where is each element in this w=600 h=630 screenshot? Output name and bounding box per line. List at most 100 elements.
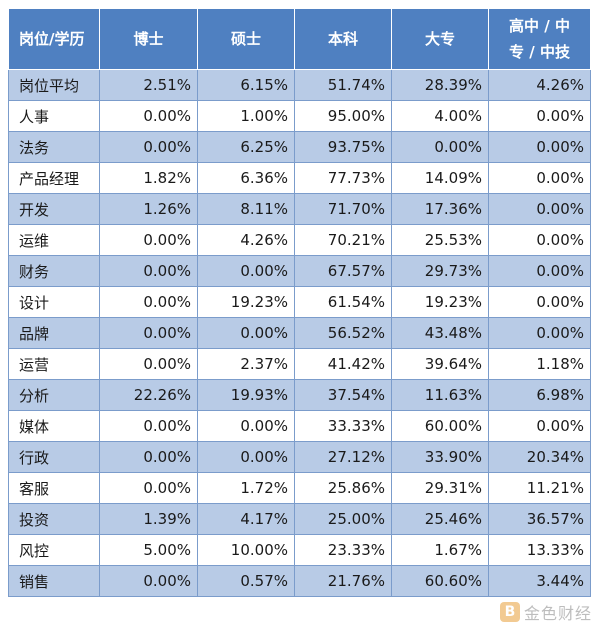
- value-cell: 4.26%: [488, 69, 591, 101]
- table-row: 风控 5.00% 10.00% 23.33% 1.67% 13.33%: [8, 534, 591, 566]
- table-row: 行政 0.00% 0.00% 27.12% 33.90% 20.34%: [8, 441, 591, 473]
- header-cell-college: 大专: [391, 8, 489, 70]
- header-cell-bachelor: 本科: [294, 8, 392, 70]
- value-cell: 0.00%: [391, 131, 489, 163]
- row-label-cell: 设计: [8, 286, 100, 318]
- header-cell-highschool: 高中 / 中 专 / 中技: [488, 8, 591, 70]
- header-cell-position: 岗位/学历: [8, 8, 100, 70]
- value-cell: 0.00%: [488, 286, 591, 318]
- value-cell: 0.00%: [99, 224, 198, 256]
- value-cell: 93.75%: [294, 131, 392, 163]
- value-cell: 13.33%: [488, 534, 591, 566]
- value-cell: 0.00%: [99, 472, 198, 504]
- value-cell: 3.44%: [488, 565, 591, 597]
- table-row: 人事 0.00% 1.00% 95.00% 4.00% 0.00%: [8, 100, 591, 132]
- table-row: 运维 0.00% 4.26% 70.21% 25.53% 0.00%: [8, 224, 591, 256]
- row-label-cell: 销售: [8, 565, 100, 597]
- row-label-cell: 运营: [8, 348, 100, 380]
- education-table-container: 岗位/学历 博士 硕士 本科 大专 高中 / 中 专 / 中技 岗位平均 2.51…: [8, 8, 591, 597]
- value-cell: 1.82%: [99, 162, 198, 194]
- value-cell: 25.86%: [294, 472, 392, 504]
- value-cell: 67.57%: [294, 255, 392, 287]
- table-row: 开发 1.26% 8.11% 71.70% 17.36% 0.00%: [8, 193, 591, 225]
- value-cell: 37.54%: [294, 379, 392, 411]
- table-row: 设计 0.00% 19.23% 61.54% 19.23% 0.00%: [8, 286, 591, 318]
- row-label-cell: 财务: [8, 255, 100, 287]
- row-label-cell: 风控: [8, 534, 100, 566]
- value-cell: 39.64%: [391, 348, 489, 380]
- value-cell: 28.39%: [391, 69, 489, 101]
- table-row: 媒体 0.00% 0.00% 33.33% 60.00% 0.00%: [8, 410, 591, 442]
- value-cell: 0.00%: [99, 286, 198, 318]
- value-cell: 56.52%: [294, 317, 392, 349]
- row-label-cell: 媒体: [8, 410, 100, 442]
- row-label-cell: 法务: [8, 131, 100, 163]
- value-cell: 1.67%: [391, 534, 489, 566]
- value-cell: 43.48%: [391, 317, 489, 349]
- value-cell: 1.18%: [488, 348, 591, 380]
- table-row: 运营 0.00% 2.37% 41.42% 39.64% 1.18%: [8, 348, 591, 380]
- value-cell: 8.11%: [197, 193, 295, 225]
- value-cell: 0.00%: [99, 441, 198, 473]
- value-cell: 4.00%: [391, 100, 489, 132]
- row-label-cell: 品牌: [8, 317, 100, 349]
- value-cell: 6.25%: [197, 131, 295, 163]
- value-cell: 0.00%: [99, 348, 198, 380]
- education-table: 岗位/学历 博士 硕士 本科 大专 高中 / 中 专 / 中技 岗位平均 2.51…: [8, 8, 591, 597]
- value-cell: 1.39%: [99, 503, 198, 535]
- value-cell: 33.33%: [294, 410, 392, 442]
- value-cell: 33.90%: [391, 441, 489, 473]
- value-cell: 14.09%: [391, 162, 489, 194]
- value-cell: 60.00%: [391, 410, 489, 442]
- table-row: 品牌 0.00% 0.00% 56.52% 43.48% 0.00%: [8, 317, 591, 349]
- table-row: 投资 1.39% 4.17% 25.00% 25.46% 36.57%: [8, 503, 591, 535]
- row-label-cell: 开发: [8, 193, 100, 225]
- table-row: 产品经理 1.82% 6.36% 77.73% 14.09% 0.00%: [8, 162, 591, 194]
- header-cell-phd: 博士: [99, 8, 198, 70]
- value-cell: 41.42%: [294, 348, 392, 380]
- value-cell: 2.37%: [197, 348, 295, 380]
- value-cell: 0.00%: [99, 255, 198, 287]
- header-cell-master: 硕士: [197, 8, 295, 70]
- row-label-cell: 分析: [8, 379, 100, 411]
- table-row: 法务 0.00% 6.25% 93.75% 0.00% 0.00%: [8, 131, 591, 163]
- row-label-cell: 行政: [8, 441, 100, 473]
- value-cell: 20.34%: [488, 441, 591, 473]
- row-label-cell: 岗位平均: [8, 69, 100, 101]
- value-cell: 0.00%: [197, 255, 295, 287]
- value-cell: 19.93%: [197, 379, 295, 411]
- row-label-cell: 人事: [8, 100, 100, 132]
- value-cell: 0.00%: [488, 224, 591, 256]
- value-cell: 0.00%: [488, 131, 591, 163]
- value-cell: 0.00%: [197, 441, 295, 473]
- value-cell: 2.51%: [99, 69, 198, 101]
- value-cell: 17.36%: [391, 193, 489, 225]
- value-cell: 4.17%: [197, 503, 295, 535]
- value-cell: 0.00%: [99, 100, 198, 132]
- value-cell: 71.70%: [294, 193, 392, 225]
- value-cell: 22.26%: [99, 379, 198, 411]
- value-cell: 6.98%: [488, 379, 591, 411]
- watermark-text: 金色财经: [523, 604, 592, 623]
- value-cell: 25.46%: [391, 503, 489, 535]
- value-cell: 70.21%: [294, 224, 392, 256]
- value-cell: 1.00%: [197, 100, 295, 132]
- value-cell: 0.00%: [99, 317, 198, 349]
- value-cell: 10.00%: [197, 534, 295, 566]
- value-cell: 60.60%: [391, 565, 489, 597]
- watermark-logo-icon: B: [499, 602, 520, 622]
- value-cell: 0.00%: [488, 162, 591, 194]
- value-cell: 6.15%: [197, 69, 295, 101]
- value-cell: 0.57%: [197, 565, 295, 597]
- value-cell: 23.33%: [294, 534, 392, 566]
- row-label-cell: 客服: [8, 472, 100, 504]
- value-cell: 5.00%: [99, 534, 198, 566]
- value-cell: 0.00%: [488, 410, 591, 442]
- row-label-cell: 产品经理: [8, 162, 100, 194]
- value-cell: 29.73%: [391, 255, 489, 287]
- value-cell: 4.26%: [197, 224, 295, 256]
- value-cell: 27.12%: [294, 441, 392, 473]
- value-cell: 19.23%: [391, 286, 489, 318]
- value-cell: 61.54%: [294, 286, 392, 318]
- value-cell: 0.00%: [488, 100, 591, 132]
